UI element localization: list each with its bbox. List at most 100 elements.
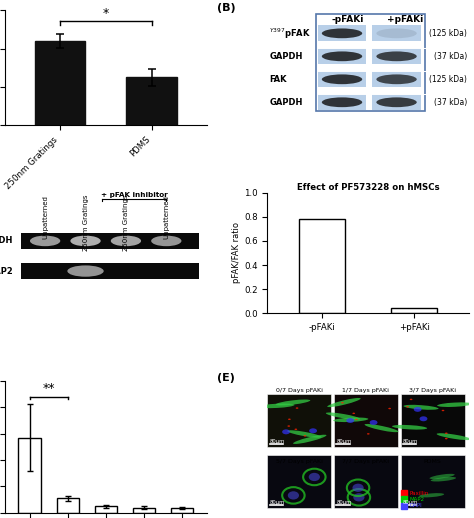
Ellipse shape (429, 474, 455, 479)
Text: (37 kDa): (37 kDa) (434, 52, 467, 61)
Ellipse shape (419, 416, 428, 421)
Bar (171, 508, 193, 513)
Text: Unpatterned: Unpatterned (164, 195, 169, 239)
Ellipse shape (437, 433, 471, 440)
Ellipse shape (293, 435, 327, 444)
Ellipse shape (151, 236, 182, 246)
Text: (125 kDa): (125 kDa) (429, 29, 467, 38)
Ellipse shape (414, 407, 421, 412)
Ellipse shape (376, 28, 417, 38)
Bar (21, 233, 199, 249)
Ellipse shape (445, 438, 447, 439)
Text: **: ** (42, 382, 55, 395)
Ellipse shape (419, 493, 444, 497)
Text: +pFAKi: +pFAKi (386, 15, 423, 24)
Ellipse shape (442, 410, 444, 411)
Text: (125 kDa): (125 kDa) (429, 75, 467, 84)
Text: 3/7 Days pFAKi: 3/7 Days pFAKi (409, 388, 456, 393)
Bar (95, 506, 117, 513)
Bar (133, 508, 155, 513)
Bar (334, 394, 398, 447)
Bar (35, 41, 85, 125)
Bar (56, 498, 79, 513)
Text: (E): (E) (217, 373, 235, 383)
FancyBboxPatch shape (372, 48, 421, 64)
Ellipse shape (333, 418, 368, 422)
Ellipse shape (365, 424, 399, 432)
Text: 0/7 Days pFAKi: 0/7 Days pFAKi (276, 388, 323, 393)
FancyBboxPatch shape (318, 94, 366, 110)
Ellipse shape (445, 433, 447, 434)
Ellipse shape (67, 265, 104, 277)
Text: 80μm: 80μm (270, 500, 285, 505)
Ellipse shape (403, 405, 438, 410)
Ellipse shape (322, 28, 362, 38)
Ellipse shape (367, 433, 370, 435)
Text: 80μm: 80μm (336, 500, 352, 505)
Ellipse shape (431, 477, 456, 481)
Ellipse shape (309, 473, 320, 481)
Text: 80μm: 80μm (403, 500, 418, 505)
Bar (334, 455, 398, 508)
Ellipse shape (437, 402, 472, 407)
Ellipse shape (327, 398, 361, 407)
Bar (401, 455, 465, 508)
Ellipse shape (353, 484, 364, 492)
Text: 7/7 Days pFAKi: 7/7 Days pFAKi (342, 459, 390, 464)
Ellipse shape (392, 425, 427, 429)
Ellipse shape (322, 97, 362, 107)
Bar (267, 394, 331, 447)
Ellipse shape (70, 236, 100, 246)
Bar (21, 263, 199, 279)
Ellipse shape (287, 425, 290, 427)
Text: GAPDH: GAPDH (269, 52, 303, 61)
Text: FAK: FAK (269, 75, 287, 84)
Ellipse shape (259, 404, 294, 408)
Text: + pFAK inhibitor: + pFAK inhibitor (100, 192, 167, 198)
Text: 250nm Gratings: 250nm Gratings (123, 195, 129, 251)
Text: -pFAKi: -pFAKi (332, 15, 364, 24)
Text: (37 kDa): (37 kDa) (434, 98, 467, 107)
Text: MAP2: MAP2 (0, 267, 13, 276)
Text: 80μm: 80μm (270, 439, 285, 444)
Ellipse shape (275, 399, 310, 406)
Bar (18, 438, 41, 513)
Ellipse shape (111, 236, 141, 246)
Text: 5/7 Days pFAKi: 5/7 Days pFAKi (276, 459, 323, 464)
Y-axis label: pFAK/FAK ratio: pFAK/FAK ratio (232, 222, 241, 283)
FancyBboxPatch shape (318, 71, 366, 88)
Ellipse shape (326, 412, 360, 420)
Bar (316, 14, 425, 111)
Ellipse shape (376, 51, 417, 61)
Text: DAPI: DAPI (410, 503, 422, 508)
Text: 250nm Gratings: 250nm Gratings (82, 195, 89, 251)
Ellipse shape (322, 51, 362, 61)
Ellipse shape (355, 419, 358, 420)
Text: *: * (102, 7, 109, 20)
Ellipse shape (376, 75, 417, 84)
Ellipse shape (294, 428, 297, 430)
Ellipse shape (309, 428, 317, 433)
Text: 80μm: 80μm (403, 439, 418, 444)
Ellipse shape (352, 413, 355, 414)
Text: (B): (B) (217, 4, 236, 13)
Text: PDMS: PDMS (424, 459, 441, 464)
Ellipse shape (346, 418, 354, 423)
FancyBboxPatch shape (372, 71, 421, 88)
Ellipse shape (282, 429, 290, 434)
Ellipse shape (30, 236, 60, 246)
Ellipse shape (288, 419, 291, 420)
Ellipse shape (410, 399, 412, 400)
Ellipse shape (376, 97, 417, 107)
FancyBboxPatch shape (318, 25, 366, 41)
Bar (401, 394, 465, 447)
Text: $^{Y397}$pFAK: $^{Y397}$pFAK (269, 26, 311, 40)
Bar (300, 219, 346, 313)
FancyBboxPatch shape (318, 48, 366, 64)
Title: Effect of PF573228 on hMSCs: Effect of PF573228 on hMSCs (297, 183, 439, 192)
Text: GAPDH: GAPDH (0, 236, 13, 246)
Ellipse shape (341, 402, 344, 404)
Bar (391, 308, 437, 313)
Ellipse shape (353, 493, 365, 501)
Text: Unpatterned: Unpatterned (42, 195, 48, 239)
